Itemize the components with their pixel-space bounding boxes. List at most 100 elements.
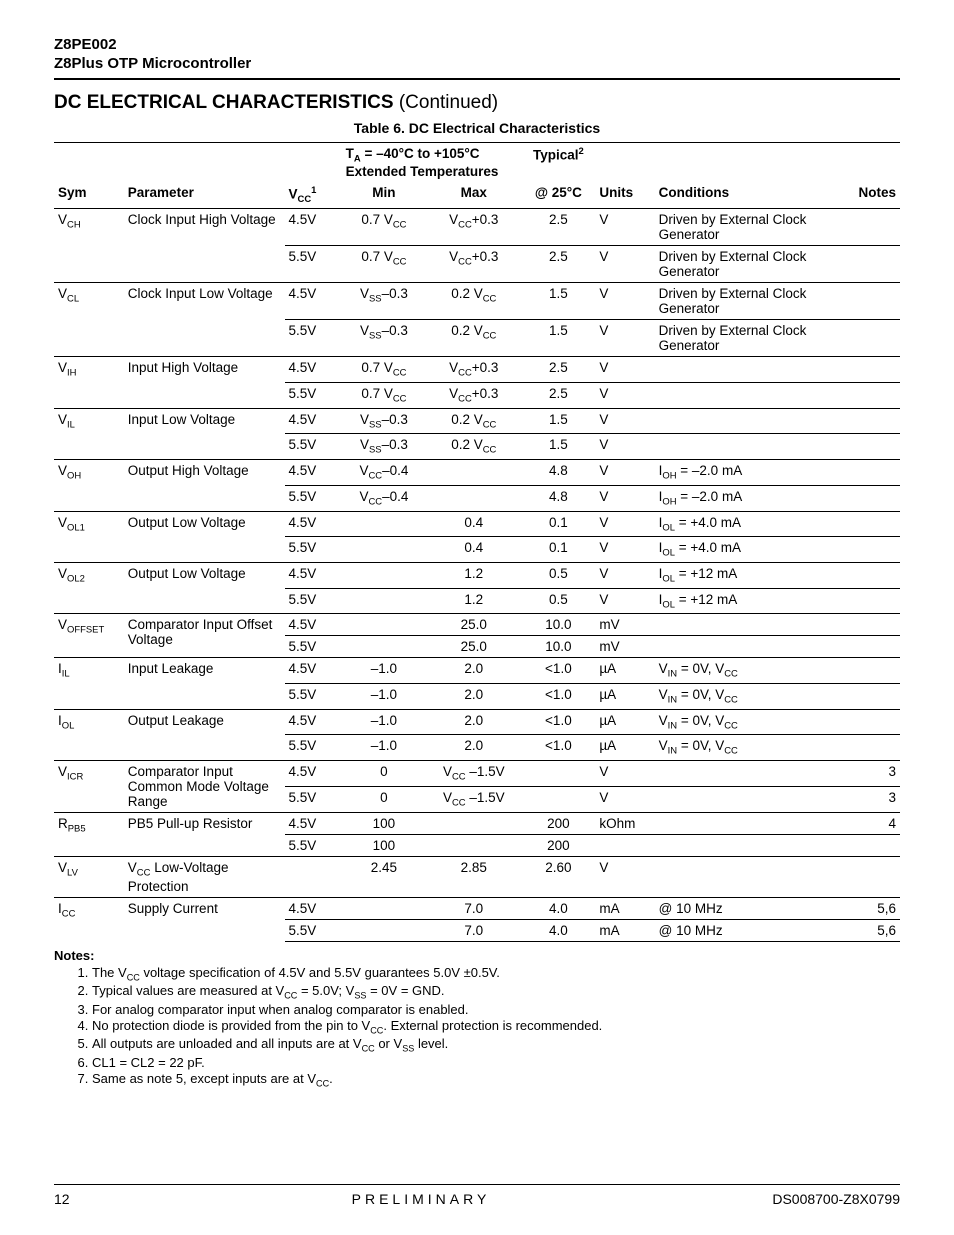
cell-typ: 0.1: [521, 511, 595, 537]
cell-sym: ICC: [54, 897, 124, 941]
cell-notes: [847, 658, 900, 684]
cell-cond: [655, 383, 847, 409]
cell-units: V: [595, 434, 654, 460]
cell-units: µA: [595, 683, 654, 709]
header-line-2: Z8Plus OTP Microcontroller: [54, 55, 900, 74]
cell-cond: @ 10 MHz: [655, 919, 847, 941]
cell-min: 0: [342, 787, 427, 813]
cell-typ: 10.0: [521, 636, 595, 658]
cell-param: Comparator Input Offset Voltage: [124, 614, 285, 658]
cell-max: VCC+0.3: [426, 209, 521, 246]
cell-notes: 4: [847, 813, 900, 835]
datasheet-page: Z8PE002 Z8Plus OTP Microcontroller DC EL…: [0, 0, 954, 1235]
cell-max: VCC –1.5V: [426, 787, 521, 813]
cell-vcc: 4.5V: [285, 460, 342, 486]
cell-vcc: 5.5V: [285, 485, 342, 511]
cell-sym: VOH: [54, 460, 124, 511]
cell-max: 1.2: [426, 562, 521, 588]
cell-max: 2.0: [426, 735, 521, 761]
cell-cond: [655, 357, 847, 383]
table-body: VCHClock Input High Voltage4.5V0.7 VCCVC…: [54, 209, 900, 941]
cell-max: 0.4: [426, 511, 521, 537]
cell-min: [342, 562, 427, 588]
cell-notes: [847, 562, 900, 588]
dc-characteristics-table: TA = –40°C to +105°C Extended Temperatur…: [54, 142, 900, 942]
cell-cond: [655, 636, 847, 658]
cell-max: VCC+0.3: [426, 357, 521, 383]
cell-units: mV: [595, 614, 654, 636]
cell-notes: [847, 588, 900, 614]
cell-vcc: 4.5V: [285, 761, 342, 787]
cell-vcc: 4.5V: [285, 562, 342, 588]
cell-units: V: [595, 357, 654, 383]
cell-vcc: 5.5V: [285, 588, 342, 614]
cell-vcc: 4.5V: [285, 209, 342, 246]
cell-cond: IOL = +4.0 mA: [655, 537, 847, 563]
cell-max: 2.0: [426, 709, 521, 735]
cell-units: V: [595, 787, 654, 813]
cell-param: Output Low Voltage: [124, 511, 285, 562]
cell-units: µA: [595, 735, 654, 761]
cell-vcc: 4.5V: [285, 897, 342, 919]
cell-notes: [847, 283, 900, 320]
cell-cond: VIN = 0V, VCC: [655, 709, 847, 735]
cell-typ: <1.0: [521, 735, 595, 761]
cell-cond: Driven by External Clock Generator: [655, 246, 847, 283]
cell-cond: @ 10 MHz: [655, 897, 847, 919]
cell-sym: VICR: [54, 761, 124, 813]
cell-vcc: 5.5V: [285, 383, 342, 409]
cell-notes: [847, 320, 900, 357]
cell-cond: VIN = 0V, VCC: [655, 735, 847, 761]
cell-min: –1.0: [342, 709, 427, 735]
cell-min: 0: [342, 761, 427, 787]
cell-notes: 3: [847, 787, 900, 813]
cell-units: mA: [595, 919, 654, 941]
cell-typ: 4.0: [521, 897, 595, 919]
note-item: No protection diode is provided from the…: [92, 1018, 900, 1036]
th-sym: Sym: [54, 182, 124, 209]
cell-notes: 5,6: [847, 919, 900, 941]
cell-notes: 3: [847, 761, 900, 787]
cell-units: V: [595, 761, 654, 787]
cell-max: 1.2: [426, 588, 521, 614]
cell-units: V: [595, 511, 654, 537]
cell-vcc: 5.5V: [285, 320, 342, 357]
cell-max: 25.0: [426, 614, 521, 636]
note-item: CL1 = CL2 = 22 pF.: [92, 1055, 900, 1070]
th-typ: @ 25°C: [521, 182, 595, 209]
cell-max: 25.0: [426, 636, 521, 658]
page-footer: 12 PRELIMINARY DS008700-Z8X0799: [54, 1184, 900, 1207]
cell-notes: [847, 636, 900, 658]
table-row: VOL1Output Low Voltage4.5V0.40.1VIOL = +…: [54, 511, 900, 537]
cell-vcc: 5.5V: [285, 919, 342, 941]
cell-vcc: 4.5V: [285, 813, 342, 835]
cell-sym: VIH: [54, 357, 124, 408]
table-row: VOHOutput High Voltage4.5VVCC–0.44.8VIOH…: [54, 460, 900, 486]
cell-vcc: 4.5V: [285, 283, 342, 320]
cell-typ: [521, 787, 595, 813]
cell-param: VCC Low-Voltage Protection: [124, 857, 285, 898]
cell-typ: <1.0: [521, 658, 595, 684]
cell-param: Output Low Voltage: [124, 562, 285, 613]
cell-notes: [847, 408, 900, 434]
temp-line1: TA = –40°C to +105°C: [346, 146, 518, 165]
cell-cond: [655, 787, 847, 813]
cell-max: [426, 460, 521, 486]
table-row: VOFFSETComparator Input Offset Voltage4.…: [54, 614, 900, 636]
cell-units: V: [595, 537, 654, 563]
cell-notes: [847, 460, 900, 486]
cell-cond: IOH = –2.0 mA: [655, 485, 847, 511]
cell-min: 0.7 VCC: [342, 357, 427, 383]
cell-min: [342, 588, 427, 614]
cell-sym: VLV: [54, 857, 124, 898]
cell-sym: IOL: [54, 709, 124, 760]
cell-vcc: 4.5V: [285, 511, 342, 537]
cell-typ: 0.5: [521, 562, 595, 588]
cell-cond: IOH = –2.0 mA: [655, 460, 847, 486]
cell-cond: Driven by External Clock Generator: [655, 283, 847, 320]
cell-units: V: [595, 383, 654, 409]
cell-notes: [847, 511, 900, 537]
cell-min: VCC–0.4: [342, 460, 427, 486]
cell-min: 0.7 VCC: [342, 209, 427, 246]
cell-min: 100: [342, 835, 427, 857]
